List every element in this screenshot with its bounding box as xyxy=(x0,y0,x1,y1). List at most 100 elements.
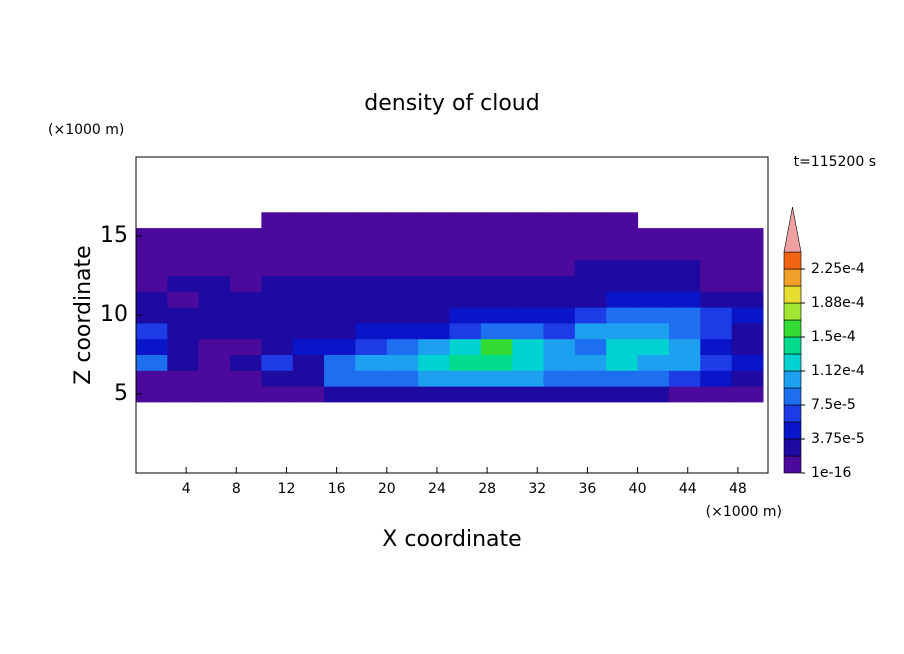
contour-cell xyxy=(637,275,670,292)
contour-cell xyxy=(292,291,325,308)
contour-cell xyxy=(668,228,701,245)
contour-cell xyxy=(198,338,231,355)
time-label: t=115200 s xyxy=(794,154,876,170)
contour-cell xyxy=(230,291,262,308)
colorbar-tick-label: 1.5e-4 xyxy=(811,329,856,345)
contour-cell xyxy=(637,354,670,371)
contour-cell xyxy=(230,354,262,371)
x-tick-label: 4 xyxy=(182,481,191,497)
contour-cell xyxy=(512,259,545,276)
colorbar-box xyxy=(783,268,802,287)
contour-cell xyxy=(324,322,356,340)
contour-cell xyxy=(355,370,388,387)
contour-cell xyxy=(230,307,262,324)
contour-cell xyxy=(574,322,607,340)
contour-cell xyxy=(700,307,733,324)
contour-cell xyxy=(386,322,419,340)
contour-cell xyxy=(167,275,200,292)
contour-cell xyxy=(418,307,450,324)
contour-cell xyxy=(668,307,701,324)
contour-cell xyxy=(136,354,168,371)
contour-cell xyxy=(136,386,168,403)
contour-cell xyxy=(731,307,764,324)
contour-cell xyxy=(386,212,419,229)
colorbar-tick-label: 3.75e-5 xyxy=(811,431,865,447)
contour-cell xyxy=(136,370,168,387)
contour-cell xyxy=(324,275,356,292)
contour-cell xyxy=(230,259,262,276)
contour-cell xyxy=(136,338,168,355)
contour-cell xyxy=(355,338,388,355)
contour-cell xyxy=(167,386,200,403)
contour-cell xyxy=(637,338,670,355)
contour-cell xyxy=(136,275,168,292)
contour-cell xyxy=(355,307,388,324)
contour-cell xyxy=(700,228,733,245)
contour-cell xyxy=(731,370,764,387)
contour-cell xyxy=(574,354,607,371)
contour-cell xyxy=(355,259,388,276)
contour-cell xyxy=(355,354,388,371)
contour-cell xyxy=(700,275,733,292)
contour-cell xyxy=(543,259,576,276)
contour-cell xyxy=(574,228,607,245)
contour-cell xyxy=(198,228,231,245)
contour-cell xyxy=(418,338,450,355)
contour-cell xyxy=(167,291,200,308)
contour-cell xyxy=(355,275,388,292)
contour-cell xyxy=(449,322,482,340)
y-tick-label: 10 xyxy=(100,302,128,327)
contour-cell xyxy=(261,370,294,387)
x-tick-label: 28 xyxy=(478,481,496,497)
contour-cell xyxy=(324,307,356,324)
contour-cell xyxy=(606,243,639,261)
contour-cell xyxy=(700,338,733,355)
contour-cell xyxy=(261,322,294,340)
contour-cell xyxy=(449,228,482,245)
contour-cell xyxy=(449,354,482,371)
colorbar-box xyxy=(783,285,802,304)
contour-cell xyxy=(731,228,764,245)
contour-cell xyxy=(386,243,419,261)
contour-cell xyxy=(480,307,513,324)
contour-cell xyxy=(418,354,450,371)
contour-cell xyxy=(324,370,356,387)
contour-cell xyxy=(418,386,450,403)
contour-cell xyxy=(512,370,545,387)
contour-cell xyxy=(668,370,701,387)
contour-cell xyxy=(292,212,325,229)
contour-cell xyxy=(512,243,545,261)
colorbar-box xyxy=(783,319,802,338)
colorbar-box xyxy=(783,370,802,389)
contour-cell xyxy=(512,291,545,308)
contour-cell xyxy=(449,291,482,308)
contour-cell xyxy=(449,243,482,261)
contour-cell xyxy=(480,212,513,229)
colorbar-extend xyxy=(783,206,802,253)
contour-cell xyxy=(324,212,356,229)
contour-cell xyxy=(637,322,670,340)
contour-cell xyxy=(512,322,545,340)
contour-cell xyxy=(198,370,231,387)
contour-cell xyxy=(292,275,325,292)
contour-cell xyxy=(324,259,356,276)
x-tick-label: 36 xyxy=(579,481,597,497)
chart-title: density of cloud xyxy=(364,91,539,116)
contour-cell xyxy=(418,243,450,261)
contour-cell xyxy=(324,338,356,355)
contour-cell xyxy=(324,291,356,308)
contour-cell xyxy=(261,338,294,355)
contour-cell xyxy=(449,212,482,229)
contour-cell xyxy=(637,386,670,403)
contour-cell xyxy=(574,307,607,324)
contour-cell xyxy=(386,354,419,371)
contour-cell xyxy=(731,243,764,261)
contour-cell xyxy=(668,354,701,371)
contour-cell xyxy=(480,228,513,245)
contour-cell xyxy=(386,307,419,324)
colorbar-box xyxy=(783,438,802,457)
contour-cell xyxy=(731,338,764,355)
contour-cell xyxy=(731,322,764,340)
contour-cell xyxy=(324,243,356,261)
contour-cell xyxy=(386,275,419,292)
